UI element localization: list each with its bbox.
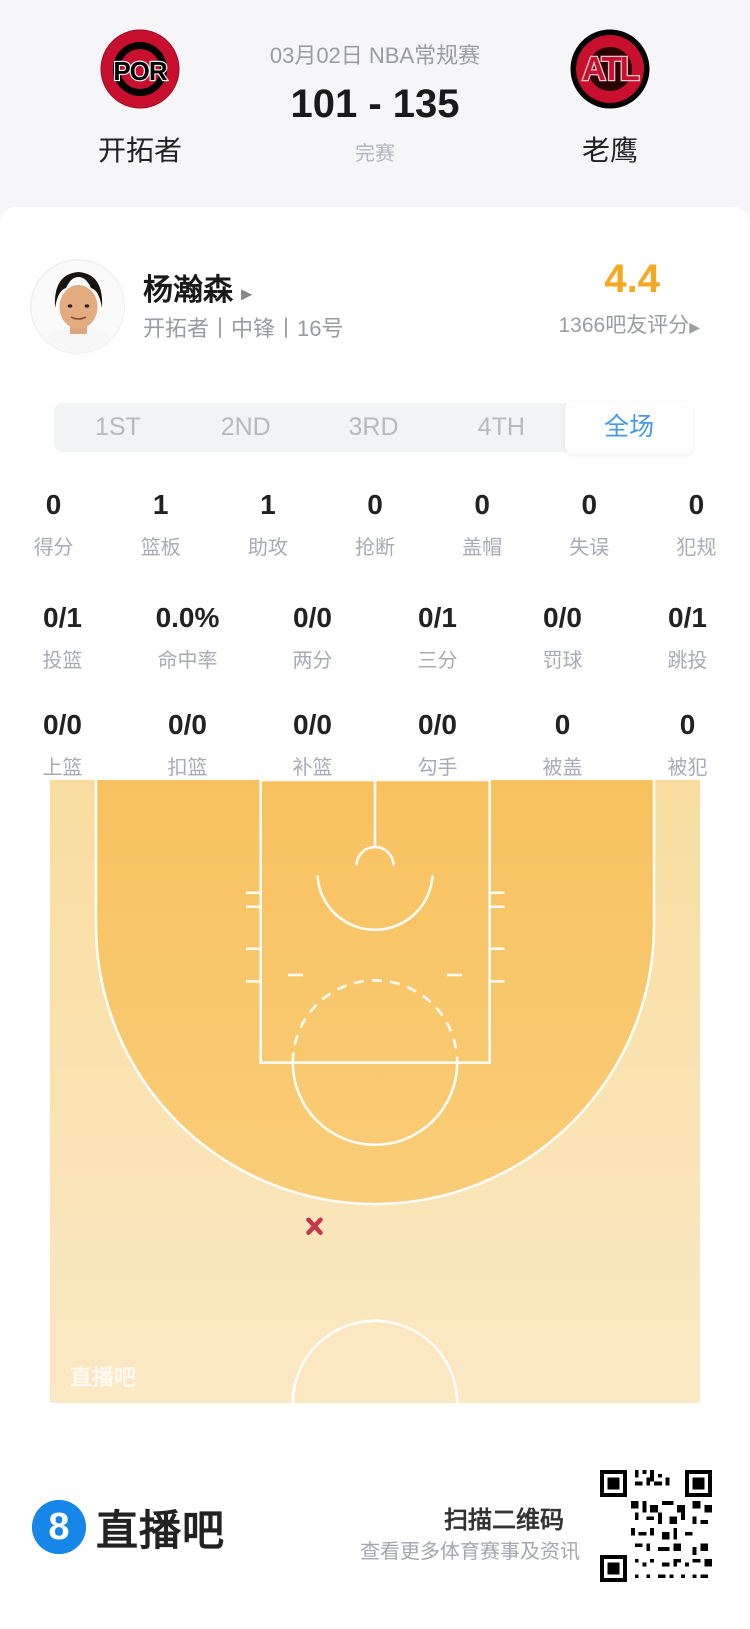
svg-text:POR: POR	[113, 56, 168, 86]
svg-text:直播吧: 直播吧	[70, 1365, 136, 1390]
svg-text:ATL: ATL	[582, 50, 640, 87]
svg-text:8: 8	[48, 1506, 69, 1548]
